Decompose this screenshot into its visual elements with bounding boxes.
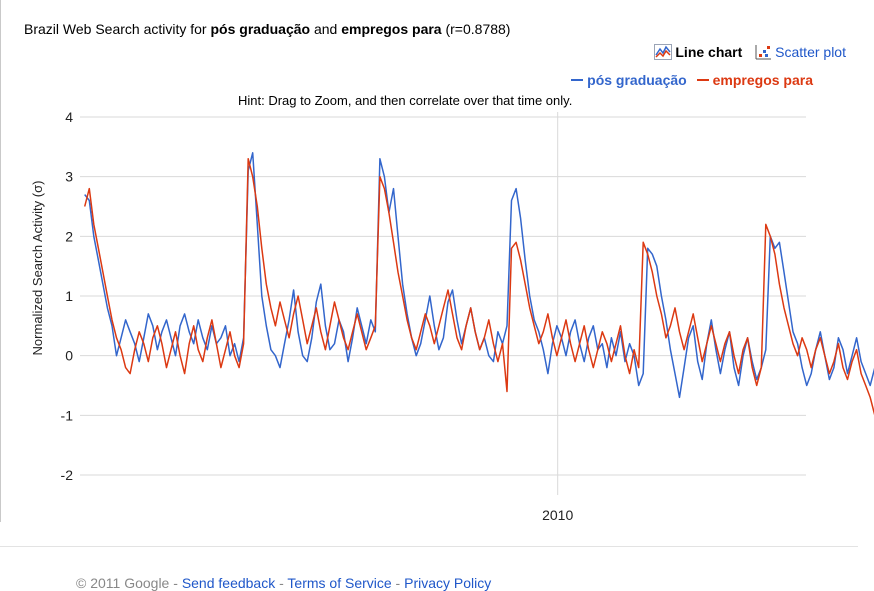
page-title: Brazil Web Search activity for pós gradu… xyxy=(24,21,510,37)
y-tick-label: 1 xyxy=(65,288,73,304)
legend-label-series2: empregos para xyxy=(712,72,813,88)
send-feedback-link[interactable]: Send feedback xyxy=(181,575,276,591)
line-chart-option[interactable]: Line chart xyxy=(654,44,742,60)
privacy-policy-link[interactable]: Privacy Policy xyxy=(404,575,492,591)
chart-type-switch: Line chart Scatter plot xyxy=(646,44,846,63)
series-lines xyxy=(83,152,874,416)
line-chart-plot[interactable]: 4 3 2 1 0 -1 -2 2010 Normalized Search Activity… xyxy=(0,0,874,540)
scatter-plot-option[interactable]: Scatter plot xyxy=(754,44,846,60)
title-joiner: and xyxy=(313,21,338,37)
left-border xyxy=(0,0,1,522)
title-term2: empregos para xyxy=(341,21,442,37)
legend-swatch-series2 xyxy=(696,79,709,81)
y-tick-label: 4 xyxy=(65,109,73,125)
title-prefix: Brazil Web Search activity for xyxy=(24,21,207,37)
axis-ticks: 4 3 2 1 0 -1 -2 2010 xyxy=(61,109,574,523)
footer-divider xyxy=(0,546,858,547)
footer-separator: - xyxy=(169,575,182,591)
line-chart-icon xyxy=(654,44,673,60)
y-tick-label: 2 xyxy=(65,228,73,244)
y-tick-label: -2 xyxy=(61,467,74,483)
series-line-1 xyxy=(84,152,874,399)
legend-label-series1: pós graduação xyxy=(587,72,687,88)
title-correlation: (r=0.8788) xyxy=(445,21,511,37)
legend-swatch-series1 xyxy=(571,79,584,81)
scatter-plot-label: Scatter plot xyxy=(775,44,846,60)
y-tick-label: -1 xyxy=(61,407,74,423)
grid-lines xyxy=(80,112,806,495)
y-axis-label: Normalized Search Activity (σ) xyxy=(30,181,45,356)
terms-of-service-link[interactable]: Terms of Service xyxy=(287,575,392,591)
footer: © 2011 Google - Send feedback - Terms of… xyxy=(76,575,491,591)
footer-separator: - xyxy=(391,575,405,591)
chart-legend: pós graduação empregos para xyxy=(565,68,813,88)
series-line-2 xyxy=(83,158,874,416)
footer-separator: - xyxy=(275,575,288,591)
copyright-text: © 2011 Google xyxy=(76,575,170,591)
y-tick-label: 0 xyxy=(65,348,73,364)
legend-item-series2[interactable]: empregos para xyxy=(696,72,813,88)
title-term1: pós graduação xyxy=(210,21,311,37)
line-chart-label: Line chart xyxy=(675,44,743,60)
x-tick-label: 2010 xyxy=(542,507,573,523)
scatter-plot-icon xyxy=(755,45,772,60)
y-tick-label: 3 xyxy=(65,169,73,185)
zoom-hint: Hint: Drag to Zoom, and then correlate o… xyxy=(238,93,573,108)
legend-item-series1[interactable]: pós graduação xyxy=(571,72,687,88)
